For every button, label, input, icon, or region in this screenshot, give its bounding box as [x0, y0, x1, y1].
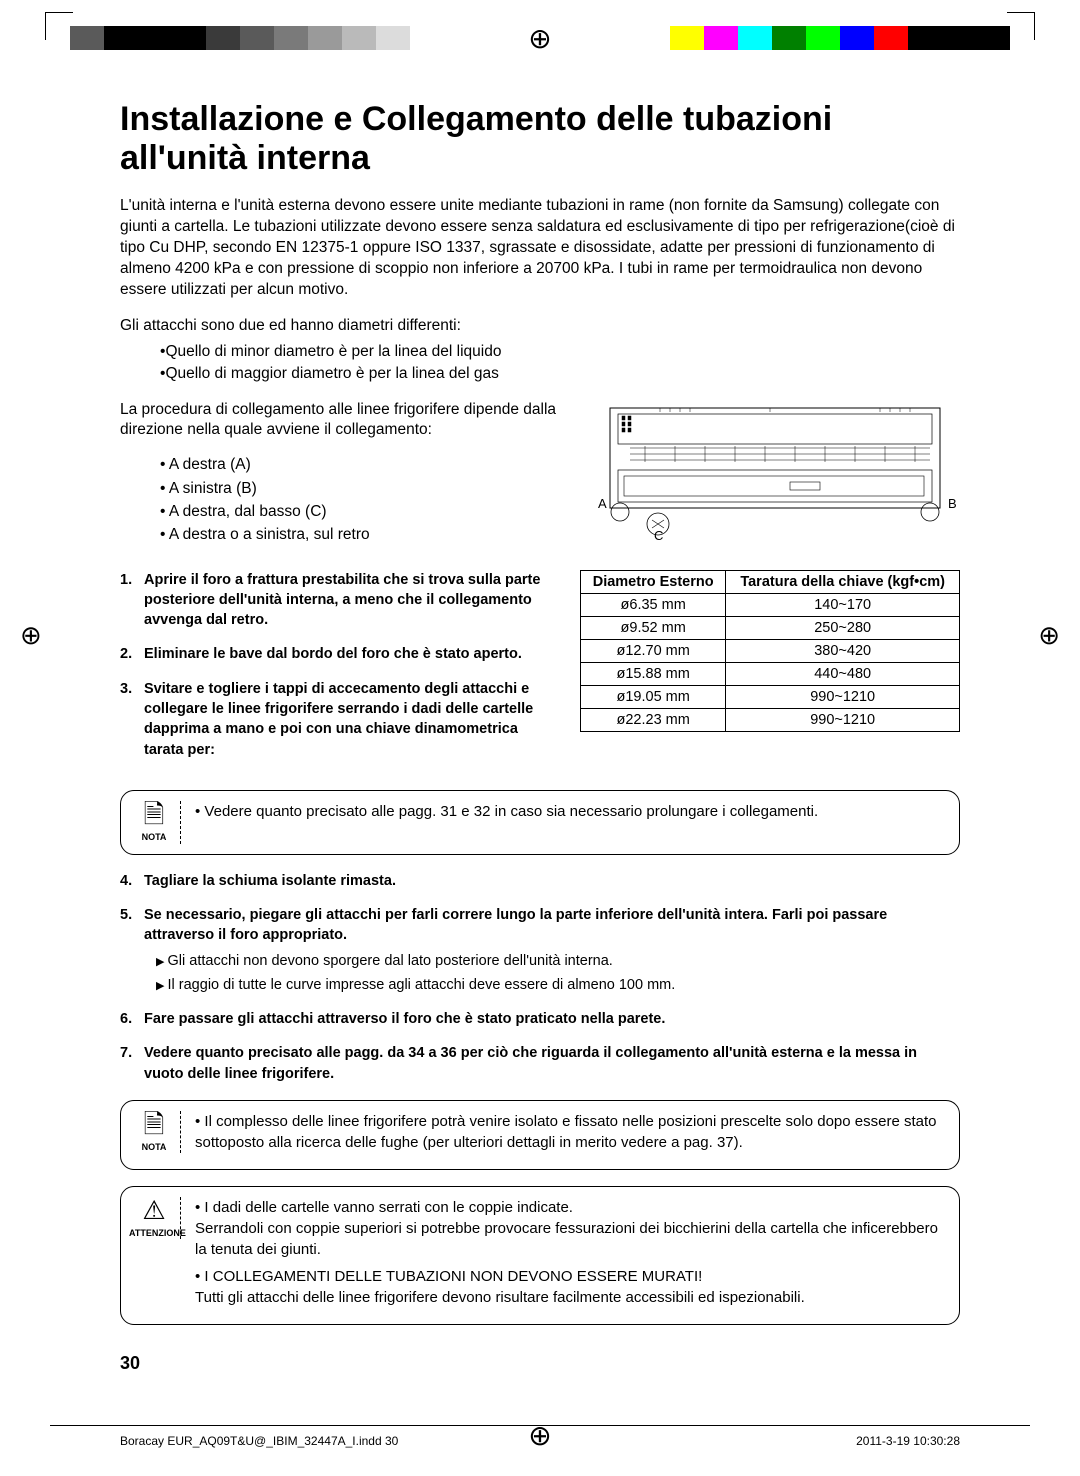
- table-cell: 250~280: [726, 616, 960, 639]
- warn-line: I COLLEGAMENTI DELLE TUBAZIONI NON DEVON…: [204, 1268, 702, 1285]
- table-cell: ø15.88 mm: [581, 662, 726, 685]
- table-cell: ø19.05 mm: [581, 685, 726, 708]
- note-icon: 🗎: [144, 1109, 165, 1139]
- table-header: Diametro Esterno: [581, 570, 726, 593]
- page-title: Installazione e Collegamento delle tubaz…: [120, 100, 960, 178]
- step-5-text: Se necessario, piegare gli attacchi per …: [144, 907, 887, 943]
- attachments-line: Gli attacchi sono due ed hanno diametri …: [120, 317, 960, 335]
- torque-table: Diametro Esterno Taratura della chiave (…: [580, 570, 960, 732]
- label-a: A: [598, 496, 607, 511]
- table-header: Taratura della chiave (kgf•cm): [726, 570, 960, 593]
- step-7: Vedere quanto precisato alle pagg. da 34…: [120, 1043, 960, 1084]
- procedure-line: La procedura di collegamento alle linee …: [120, 400, 574, 442]
- footer-file: Boracay EUR_AQ09T&U@_IBIM_32447A_I.indd …: [120, 1434, 398, 1448]
- warning-icon: ⚠: [142, 1195, 165, 1225]
- page-number: 30: [120, 1353, 140, 1374]
- step-6: Fare passare gli attacchi attraverso il …: [120, 1009, 960, 1029]
- note-icon: 🗎: [144, 799, 165, 829]
- intro-paragraph: L'unità interna e l'unità esterna devono…: [120, 196, 960, 301]
- registration-mark-icon: ⊕: [20, 620, 42, 651]
- table-cell: 380~420: [726, 639, 960, 662]
- table-cell: ø22.23 mm: [581, 708, 726, 731]
- footer-rule: [50, 1425, 1030, 1426]
- registration-mark-icon: ⊕: [1038, 620, 1060, 651]
- steps-list-cont: Tagliare la schiuma isolante rimasta. Se…: [120, 871, 960, 1084]
- step-5: Se necessario, piegare gli attacchi per …: [120, 905, 960, 995]
- list-item: A sinistra (B): [160, 477, 574, 500]
- note-text: Il complesso delle linee frigorifere pot…: [195, 1111, 945, 1153]
- label-b: B: [948, 496, 957, 511]
- warn-line: Tutti gli attacchi delle linee frigorife…: [195, 1289, 805, 1306]
- note-label: NOTA: [129, 831, 179, 844]
- registration-mark-icon: ⊕: [528, 22, 551, 55]
- directions-list: A destra (A) A sinistra (B) A destra, da…: [160, 453, 574, 546]
- footer: Boracay EUR_AQ09T&U@_IBIM_32447A_I.indd …: [120, 1434, 960, 1448]
- list-item: A destra, dal basso (C): [160, 500, 574, 523]
- note-text: Vedere quanto precisato alle pagg. 31 e …: [195, 801, 945, 822]
- list-item: Quello di maggior diametro è per la line…: [165, 365, 498, 382]
- note-callout: 🗎 NOTA Il complesso delle linee frigorif…: [120, 1100, 960, 1170]
- table-cell: 440~480: [726, 662, 960, 685]
- list-item: Quello di minor diametro è per la linea …: [165, 343, 501, 360]
- note-label: NOTA: [129, 1141, 179, 1154]
- page-content: Installazione e Collegamento delle tubaz…: [120, 100, 960, 1366]
- unit-diagram: A B C: [590, 400, 960, 540]
- print-marks: ⊕: [0, 0, 1080, 60]
- list-item: A destra o a sinistra, sul retro: [160, 523, 574, 546]
- note-callout: 🗎 NOTA Vedere quanto precisato alle pagg…: [120, 790, 960, 855]
- substep: Gli attacchi non devono sporgere dal lat…: [156, 951, 960, 971]
- attachments-list: •Quello di minor diametro è per la linea…: [160, 341, 960, 386]
- warning-callout: ⚠ ATTENZIONE I dadi delle cartelle vanno…: [120, 1186, 960, 1325]
- table-cell: 990~1210: [726, 708, 960, 731]
- warn-line: I dadi delle cartelle vanno serrati con …: [204, 1199, 573, 1216]
- warning-text: I dadi delle cartelle vanno serrati con …: [195, 1197, 945, 1260]
- warning-text: I COLLEGAMENTI DELLE TUBAZIONI NON DEVON…: [195, 1266, 945, 1308]
- warn-line: Serrandoli con coppie superiori si potre…: [195, 1220, 938, 1258]
- color-bars-right: [670, 26, 1010, 50]
- step-4: Tagliare la schiuma isolante rimasta.: [120, 871, 960, 891]
- step-2: Eliminare le bave dal bordo del foro che…: [120, 644, 560, 664]
- table-cell: ø9.52 mm: [581, 616, 726, 639]
- list-item: A destra (A): [160, 453, 574, 476]
- step-1: Aprire il foro a frattura prestabilita c…: [120, 570, 560, 631]
- table-cell: ø6.35 mm: [581, 593, 726, 616]
- table-cell: 140~170: [726, 593, 960, 616]
- steps-list: Aprire il foro a frattura prestabilita c…: [120, 570, 560, 760]
- label-c: C: [654, 528, 663, 540]
- substep: Il raggio di tutte le curve impresse agl…: [156, 975, 960, 995]
- step-3: Svitare e togliere i tappi di accecament…: [120, 679, 560, 760]
- table-cell: ø12.70 mm: [581, 639, 726, 662]
- table-cell: 990~1210: [726, 685, 960, 708]
- footer-timestamp: 2011-3-19 10:30:28: [856, 1434, 960, 1448]
- color-bars-left: [70, 26, 410, 50]
- warning-label: ATTENZIONE: [129, 1227, 179, 1240]
